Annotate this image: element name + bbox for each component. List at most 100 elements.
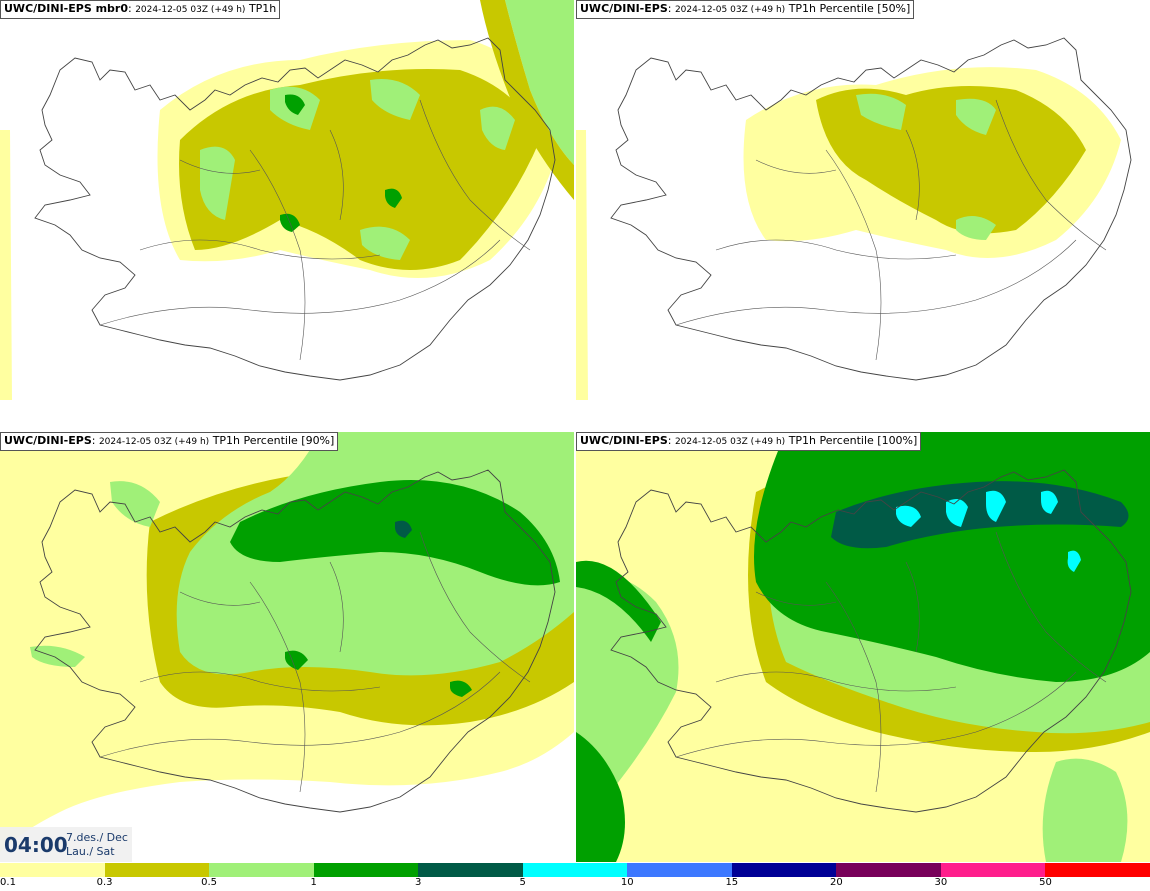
- precip-area: [370, 79, 420, 120]
- road-line: [99, 671, 501, 758]
- panel-title: UWC/DINI-EPS: 2024-12-05 03Z (+49 h) TP1…: [576, 0, 915, 19]
- road-line: [675, 239, 1077, 326]
- precip-area: [480, 106, 515, 150]
- precip-map: [576, 37, 1132, 400]
- precip-area: [385, 188, 402, 208]
- valid-time: 04:00: [4, 832, 68, 857]
- colorbar-swatch: [209, 863, 314, 877]
- precip-area: [946, 498, 968, 527]
- precip-area: [450, 680, 472, 697]
- road-line: [825, 581, 882, 793]
- road-line: [715, 671, 957, 692]
- panel-title: UWC/DINI-EPS: 2024-12-05 03Z (+49 h) TP1…: [576, 432, 922, 451]
- precip-area: [956, 216, 996, 240]
- colorbar-label: 20: [829, 877, 843, 888]
- road-line: [179, 159, 261, 174]
- road-line: [419, 99, 531, 251]
- road-line: [249, 581, 306, 793]
- precip-area: [856, 93, 906, 130]
- precip-area: [480, 0, 574, 200]
- colorbar-swatch: [1045, 863, 1150, 877]
- colorbar-swatch: [627, 863, 732, 877]
- colorbar-swatch: [0, 863, 105, 877]
- run-datetime: 2024-12-05 03Z (+49 h): [98, 437, 210, 447]
- precip-map: [576, 432, 1150, 862]
- road-line: [329, 561, 344, 653]
- road-line: [905, 129, 920, 221]
- precip-area: [956, 98, 996, 135]
- colorbar-swatch: [522, 863, 628, 877]
- colorbar-swatch: [836, 863, 941, 877]
- model-name: UWC/DINI-EPS: [580, 434, 668, 447]
- colorbar-labels: 0.1 0.3 0.5 1 3 5 10 15 20 30 50: [0, 877, 1150, 891]
- colorbar-label: 0.1: [0, 877, 16, 888]
- road-line: [755, 159, 837, 174]
- road-line: [179, 591, 261, 606]
- colorbar-label: 1: [310, 877, 317, 888]
- model-name: UWC/DINI-EPS mbr0: [4, 2, 128, 15]
- valid-time-box: 04:00 7.des./ Dec Lau./ Sat: [0, 827, 132, 862]
- road-line: [995, 99, 1107, 251]
- precip-map: [0, 0, 574, 400]
- colorbar-swatch: [104, 863, 210, 877]
- colorbar-swatch: [940, 863, 1046, 877]
- field-name: TP1h Percentile [100%]: [788, 434, 918, 447]
- coastline: [610, 469, 1132, 813]
- valid-date-line: 7.des./ Dec: [66, 830, 128, 844]
- road-line: [329, 129, 344, 221]
- precip-area: [896, 505, 921, 527]
- precip-area: [285, 94, 305, 115]
- field-name: TP1h: [248, 2, 277, 15]
- precip-area: [395, 520, 412, 538]
- panel-title: UWC/DINI-EPS: 2024-12-05 03Z (+49 h) TP1…: [0, 432, 339, 451]
- precip-area: [179, 69, 540, 270]
- precip-area: [986, 490, 1006, 522]
- run-datetime: 2024-12-05 03Z (+49 h): [135, 5, 246, 15]
- colorbar-label: 0.3: [96, 877, 113, 888]
- precip-area: [285, 650, 308, 670]
- road-line: [419, 531, 531, 683]
- colorbar-label: 10: [620, 877, 634, 888]
- panel-title: UWC/DINI-EPS mbr0: 2024-12-05 03Z (+49 h…: [0, 0, 281, 19]
- map-panel-p100: UWC/DINI-EPS: 2024-12-05 03Z (+49 h) TP1…: [576, 432, 1150, 862]
- road-line: [755, 591, 837, 606]
- colorbar-label: 30: [934, 877, 948, 888]
- coastline: [34, 37, 556, 381]
- road-line: [905, 561, 920, 653]
- road-line: [825, 149, 882, 361]
- colorbar-label: 50: [1039, 877, 1052, 888]
- colorbar-label: 0.5: [201, 877, 218, 888]
- precip-area: [576, 732, 625, 862]
- road-line: [995, 531, 1107, 683]
- colorbar-label: 15: [725, 877, 739, 888]
- precip-area: [360, 226, 410, 260]
- precip-area: [0, 130, 12, 400]
- field-name: TP1h Percentile [90%]: [212, 434, 335, 447]
- run-datetime: 2024-12-05 03Z (+49 h): [674, 5, 786, 15]
- coastline: [34, 469, 556, 813]
- colorbar-swatch: [313, 863, 419, 877]
- model-name: UWC/DINI-EPS: [4, 434, 92, 447]
- precip-map: [0, 432, 574, 852]
- coastline: [610, 37, 1132, 381]
- map-panel-mbr0: UWC/DINI-EPS mbr0: 2024-12-05 03Z (+49 h…: [0, 0, 574, 430]
- precip-area: [505, 0, 574, 165]
- road-line: [99, 239, 501, 326]
- precip-area: [200, 146, 235, 220]
- road-line: [139, 239, 381, 260]
- colorbar-swatch: [418, 863, 523, 877]
- precip-area: [576, 130, 588, 400]
- colorbar-label: 3: [414, 877, 422, 888]
- road-line: [675, 671, 1077, 758]
- precip-area: [1041, 490, 1058, 514]
- colorbar-label: 5: [519, 877, 526, 888]
- model-name: UWC/DINI-EPS: [580, 2, 668, 15]
- precip-area: [30, 645, 85, 667]
- field-name: TP1h Percentile [50%]: [788, 2, 911, 15]
- run-datetime: 2024-12-05 03Z (+49 h): [674, 437, 786, 447]
- precip-area: [576, 560, 661, 642]
- precip-area: [1042, 758, 1128, 862]
- map-panel-p50: UWC/DINI-EPS: 2024-12-05 03Z (+49 h) TP1…: [576, 0, 1150, 430]
- road-line: [139, 671, 381, 692]
- road-line: [249, 149, 306, 361]
